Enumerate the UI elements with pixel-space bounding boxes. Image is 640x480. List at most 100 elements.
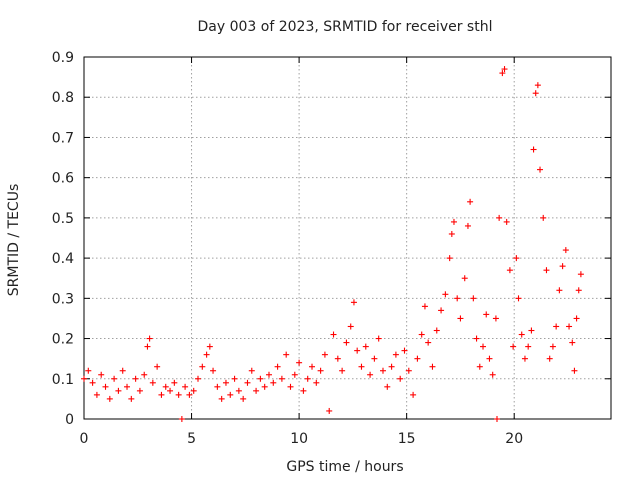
y-tick-label: 0.4 [52, 251, 74, 267]
data-point [199, 363, 206, 370]
data-point [326, 407, 333, 414]
data-point [350, 299, 357, 306]
x-tick-label: 10 [290, 431, 308, 447]
data-point [464, 222, 471, 229]
data-point [144, 343, 151, 350]
y-tick-label: 0.1 [52, 372, 74, 388]
data-point [162, 383, 169, 390]
axis-ticks [83, 56, 611, 420]
data-point [446, 255, 453, 262]
data-point [190, 387, 197, 394]
data-point [414, 355, 421, 362]
data-point [158, 391, 165, 398]
data-point [231, 375, 238, 382]
data-point [309, 363, 316, 370]
y-tick-label: 0.6 [52, 171, 74, 187]
data-point [525, 343, 532, 350]
data-point [367, 371, 374, 378]
data-point [543, 267, 550, 274]
data-point [379, 367, 386, 374]
data-point [287, 383, 294, 390]
data-point [274, 363, 281, 370]
data-point [401, 347, 408, 354]
data-point [171, 379, 178, 386]
data-point [102, 383, 109, 390]
data-point [397, 375, 404, 382]
data-point [248, 367, 255, 374]
data-point [559, 263, 566, 270]
data-point [154, 363, 161, 370]
data-point [136, 387, 143, 394]
data-point [575, 287, 582, 294]
data-point [450, 218, 457, 225]
data-point [496, 214, 503, 221]
data-point [291, 371, 298, 378]
data-point [214, 383, 221, 390]
chart-title: Day 003 of 2023, SRMTID for receiver sth… [198, 19, 493, 35]
data-point [534, 82, 541, 89]
data-point [577, 271, 584, 278]
data-point [532, 90, 539, 97]
data-point [473, 335, 480, 342]
data-point [93, 391, 100, 398]
data-point [358, 363, 365, 370]
data-point [553, 323, 560, 330]
y-tick-label: 0.5 [52, 211, 74, 227]
data-point [235, 387, 242, 394]
data-point [195, 375, 202, 382]
data-point [515, 295, 522, 302]
data-point [278, 375, 285, 382]
data-point [503, 218, 510, 225]
data-point [418, 331, 425, 338]
data-point [149, 379, 156, 386]
data-point [334, 355, 341, 362]
data-point [501, 66, 508, 73]
grid-lines [84, 57, 611, 419]
x-tick-labels: 0 5 10 15 20 [80, 431, 524, 447]
data-point [98, 371, 105, 378]
data-point [175, 391, 182, 398]
data-point [499, 70, 506, 77]
data-point [540, 214, 547, 221]
data-point [321, 351, 328, 358]
data-point [89, 379, 96, 386]
data-point [227, 391, 234, 398]
data-point [405, 367, 412, 374]
data-point [425, 339, 432, 346]
y-tick-label: 0.2 [52, 332, 74, 348]
data-point [470, 295, 477, 302]
data-point [476, 363, 483, 370]
data-point [300, 387, 307, 394]
y-axis-label: SRMTID / TECUs [6, 184, 22, 297]
x-axis-label: GPS time / hours [286, 459, 403, 475]
data-point [240, 395, 247, 402]
data-point [566, 323, 573, 330]
data-point [354, 347, 361, 354]
data-point [493, 416, 500, 422]
data-point [330, 331, 337, 338]
data-point [546, 355, 553, 362]
data-point [339, 367, 346, 374]
data-point [106, 395, 113, 402]
data-point [384, 383, 391, 390]
data-point [167, 387, 174, 394]
data-point [304, 375, 311, 382]
data-point [454, 295, 461, 302]
data-point [81, 375, 87, 382]
data-point [218, 395, 225, 402]
data-point [146, 335, 153, 342]
data-point [530, 146, 537, 153]
data-point [518, 331, 525, 338]
data-point [141, 371, 148, 378]
y-tick-labels: 0 0.1 0.2 0.3 0.4 0.5 0.6 0.7 0.8 0.9 [52, 50, 74, 428]
data-point [270, 379, 277, 386]
data-point [362, 343, 369, 350]
data-point [244, 379, 251, 386]
data-point [124, 383, 131, 390]
data-point [549, 343, 556, 350]
data-point [343, 339, 350, 346]
y-tick-label: 0.8 [52, 90, 74, 106]
data-point [203, 351, 210, 358]
data-point [253, 387, 260, 394]
